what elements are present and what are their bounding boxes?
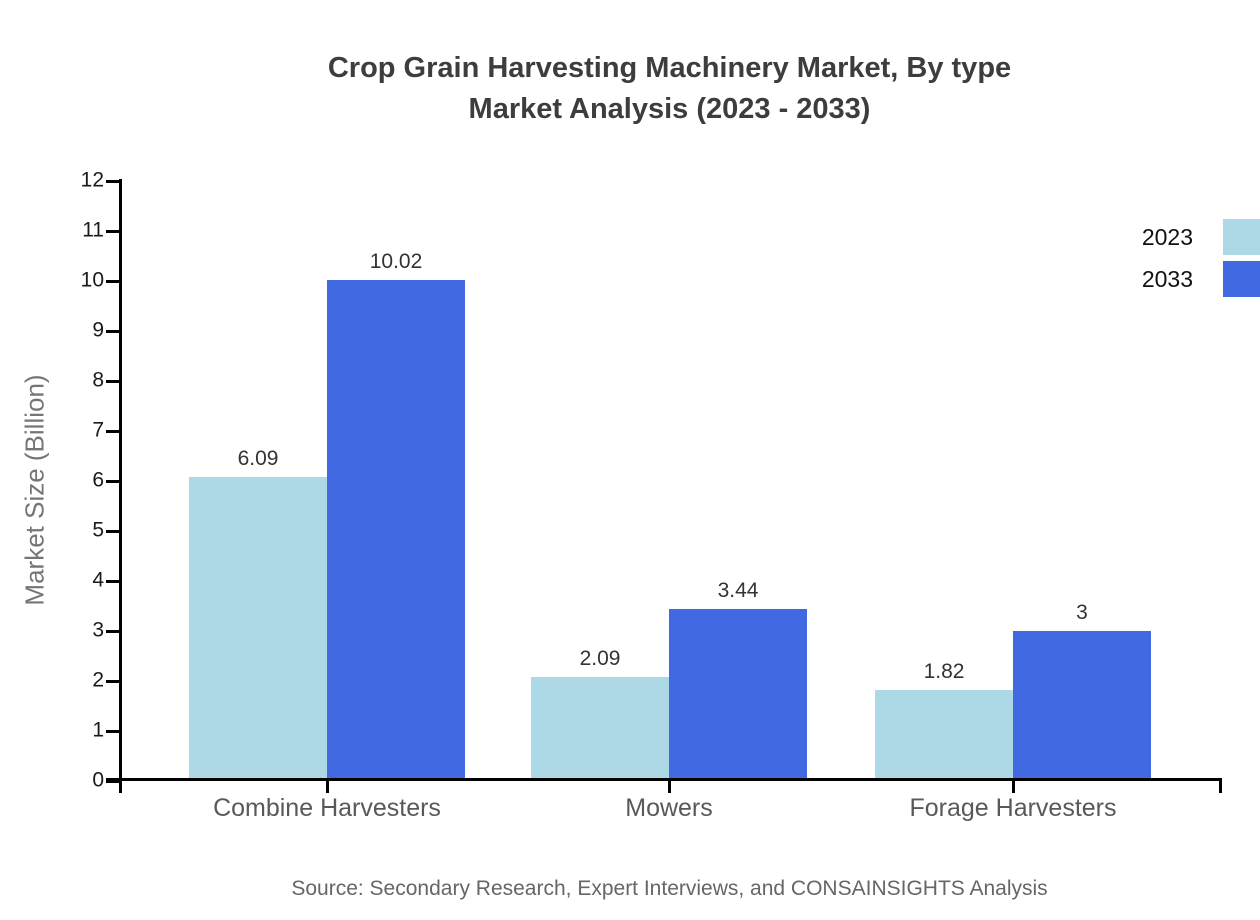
legend-swatch-2023 — [1223, 219, 1260, 255]
bar-2023-0 — [189, 476, 327, 781]
x-tick-1 — [667, 781, 671, 793]
bar-2023-2 — [875, 690, 1013, 781]
y-tick-6 — [106, 479, 119, 483]
y-tick-9 — [106, 329, 119, 333]
y-tick-3 — [106, 629, 119, 633]
legend-item-2033: 2033 — [1142, 261, 1260, 297]
y-tick-4 — [106, 579, 119, 583]
x-category-label-2: Forage Harvesters — [909, 794, 1117, 822]
x-tick-0 — [325, 781, 329, 793]
y-tick-label-9: 9 — [92, 318, 104, 342]
legend-swatch-2033 — [1223, 261, 1260, 297]
x-tick-2 — [1011, 781, 1015, 793]
chart-title-line1: Crop Grain Harvesting Machinery Market, … — [327, 52, 1012, 84]
y-tick-label-8: 8 — [92, 368, 104, 392]
y-tick-8 — [106, 379, 119, 383]
y-tick-label-5: 5 — [92, 518, 104, 542]
y-tick-label-11: 11 — [82, 218, 104, 242]
x-axis-end-tick — [1219, 781, 1222, 793]
y-tick-label-0: 0 — [92, 768, 104, 792]
x-category-label-1: Mowers — [625, 794, 713, 822]
x-axis-line — [106, 778, 1222, 781]
bar-2033-2 — [1013, 631, 1151, 781]
y-tick-12 — [106, 179, 119, 183]
x-category-label-0: Combine Harvesters — [213, 794, 441, 822]
y-tick-5 — [106, 529, 119, 533]
y-tick-2 — [106, 679, 119, 683]
value-label-2023-0: 6.09 — [237, 446, 279, 470]
y-tick-label-4: 4 — [92, 568, 104, 592]
legend-label-2033: 2033 — [1141, 265, 1193, 292]
source-note: Source: Secondary Research, Expert Inter… — [291, 877, 1048, 900]
y-tick-1 — [106, 729, 119, 733]
y-tick-label-7: 7 — [92, 418, 104, 442]
value-label-2033-1: 3.44 — [717, 579, 759, 602]
chart-title-line2: Market Analysis (2023 - 2033) — [468, 93, 871, 125]
y-tick-label-2: 2 — [92, 668, 104, 692]
legend-item-2023: 2023 — [1142, 219, 1260, 255]
legend-label-2023: 2023 — [1141, 223, 1193, 250]
y-tick-10 — [106, 279, 119, 283]
value-label-2023-2: 1.82 — [923, 660, 965, 683]
bar-2023-1 — [531, 676, 669, 781]
y-tick-label-3: 3 — [92, 618, 104, 642]
y-tick-label-6: 6 — [92, 468, 104, 492]
y-tick-0 — [106, 779, 119, 783]
value-label-2033-2: 3 — [1076, 601, 1088, 624]
y-axis-line — [119, 179, 122, 793]
bar-2033-1 — [669, 609, 807, 781]
value-label-2033-0: 10.02 — [369, 250, 423, 273]
value-label-2023-1: 2.09 — [579, 646, 621, 670]
y-tick-label-1: 1 — [92, 718, 104, 742]
y-tick-label-12: 12 — [80, 168, 104, 192]
y-tick-11 — [106, 229, 119, 233]
y-tick-label-10: 10 — [80, 268, 104, 292]
bar-2033-0 — [327, 280, 465, 781]
legend: 2023 2033 — [1142, 219, 1260, 303]
chart-title: Crop Grain Harvesting Machinery Market, … — [119, 48, 1220, 130]
y-tick-7 — [106, 429, 119, 433]
